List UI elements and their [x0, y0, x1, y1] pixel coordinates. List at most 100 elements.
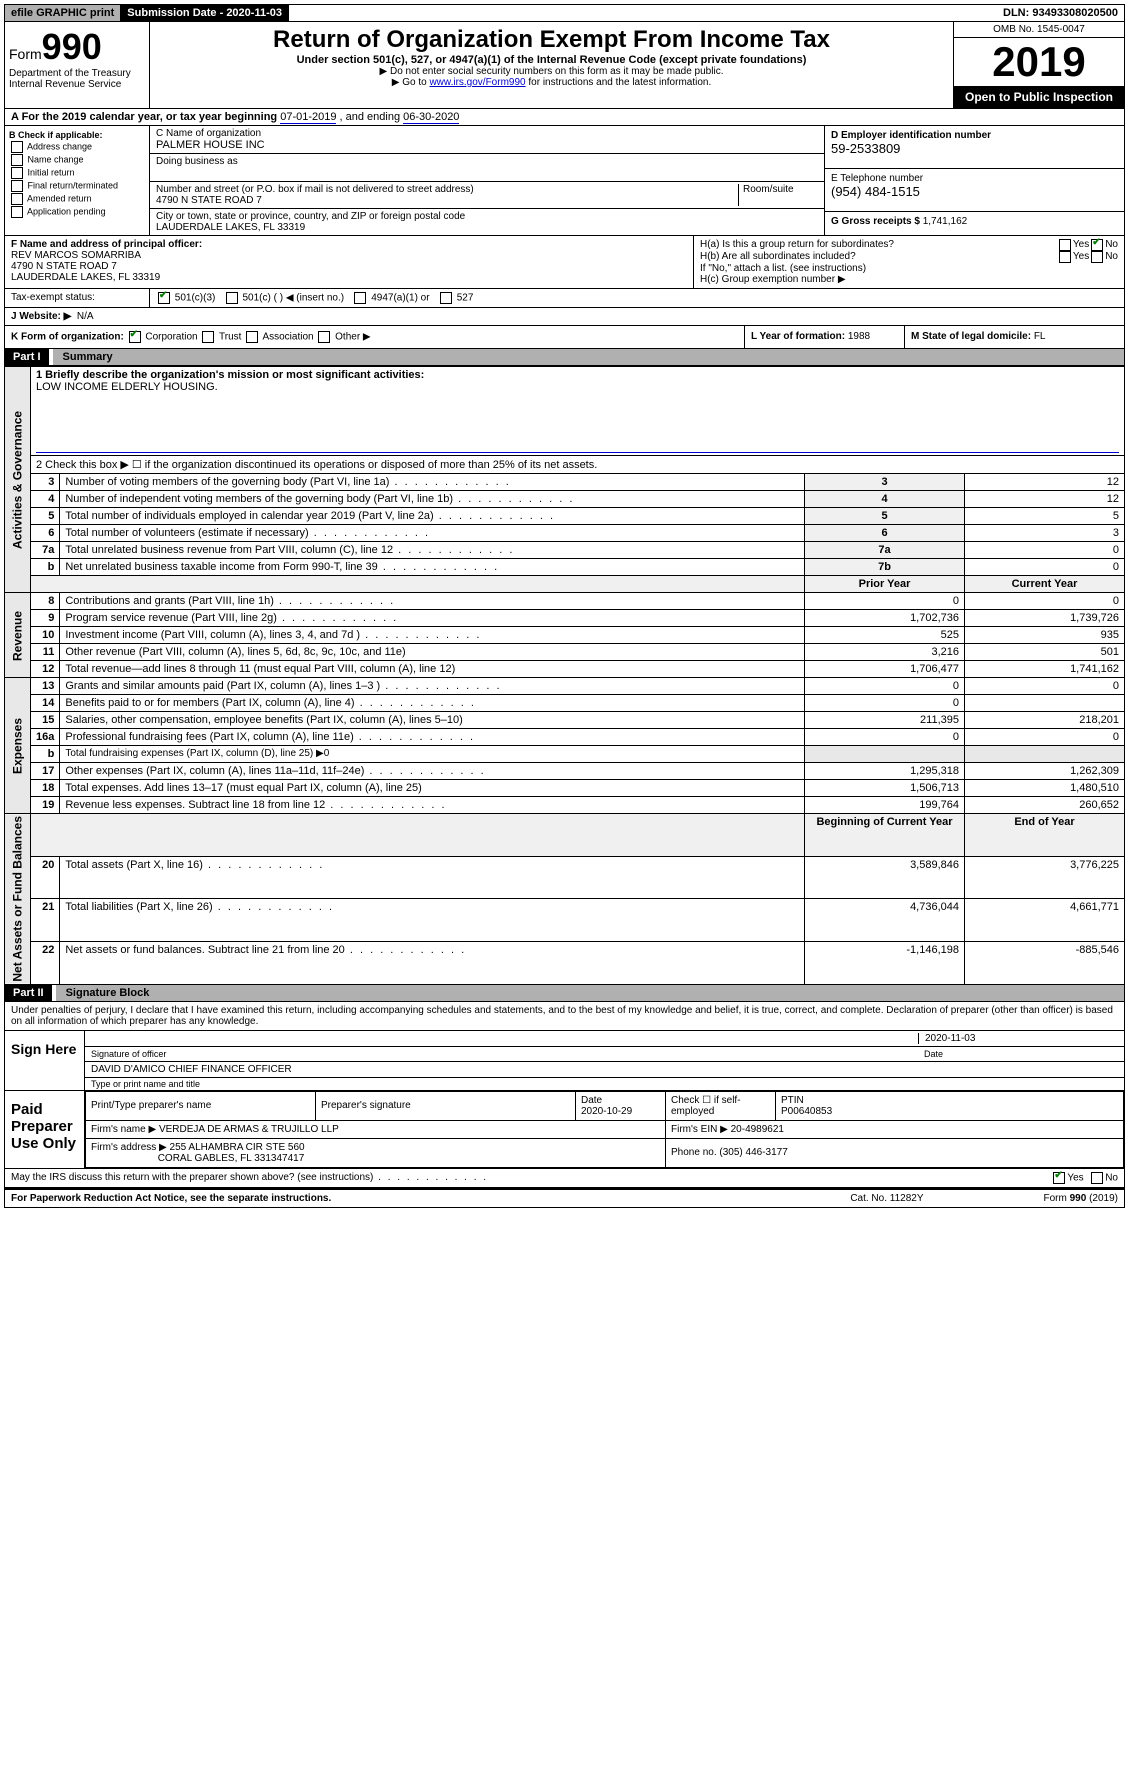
sign-here-label: Sign Here — [5, 1031, 85, 1090]
ha-yes[interactable] — [1059, 239, 1071, 251]
chk-501c[interactable] — [226, 292, 238, 304]
prep-date: 2020-10-29 — [581, 1106, 632, 1117]
addr-label: Number and street (or P.O. box if mail i… — [156, 184, 474, 195]
col-b-header: B Check if applicable: — [9, 130, 103, 140]
dept-label: Department of the Treasury Internal Reve… — [9, 68, 145, 90]
sig-officer-label: Signature of officer — [91, 1049, 918, 1059]
phone-label: E Telephone number — [831, 173, 923, 184]
date-label: Date — [918, 1049, 1118, 1059]
row-h-group: H(a) Is this a group return for subordin… — [694, 236, 1124, 288]
footer-catno: Cat. No. 11282Y — [850, 1193, 923, 1204]
end-year-header: End of Year — [965, 814, 1125, 857]
gross-value: 1,741,162 — [923, 216, 968, 227]
officer-name-title: DAVID D'AMICO CHIEF FINANCE OFFICER — [85, 1062, 1124, 1078]
row-a-period: A For the 2019 calendar year, or tax yea… — [4, 109, 1125, 126]
current-year-header: Current Year — [965, 576, 1125, 593]
begin-year-header: Beginning of Current Year — [805, 814, 965, 857]
dba-label: Doing business as — [156, 156, 238, 167]
ha-no[interactable] — [1091, 239, 1103, 251]
line4-value: 12 — [965, 491, 1125, 508]
paid-preparer-label: Paid Preparer Use Only — [5, 1091, 85, 1168]
form-subtitle: Under section 501(c), 527, or 4947(a)(1)… — [154, 54, 949, 66]
chk-assoc[interactable] — [246, 331, 258, 343]
form-prefix: Form — [9, 46, 42, 62]
tax-status-label: Tax-exempt status: — [5, 289, 150, 307]
line2-discontinued: 2 Check this box ▶ ☐ if the organization… — [31, 456, 1125, 474]
chk-other[interactable] — [318, 331, 330, 343]
chk-final-return[interactable]: Final return/terminated — [9, 180, 145, 192]
officer-addr1: 4790 N STATE ROAD 7 — [11, 261, 117, 272]
part1-title: Summary — [53, 349, 1124, 365]
dln-label: DLN: 93493308020500 — [997, 5, 1124, 21]
open-public-badge: Open to Public Inspection — [954, 86, 1124, 108]
line7b-value: 0 — [965, 559, 1125, 576]
chk-app-pending[interactable]: Application pending — [9, 206, 145, 218]
col-b-checkboxes: B Check if applicable: Address change Na… — [5, 126, 150, 235]
form990-link[interactable]: www.irs.gov/Form990 — [429, 77, 525, 88]
perjury-statement: Under penalties of perjury, I declare th… — [5, 1002, 1124, 1030]
top-bar: efile GRAPHIC print Submission Date - 20… — [4, 4, 1125, 22]
line5-value: 5 — [965, 508, 1125, 525]
firm-addr2: CORAL GABLES, FL 331347417 — [158, 1153, 305, 1164]
name-label: C Name of organization — [156, 128, 261, 139]
period-end: 06-30-2020 — [403, 111, 459, 124]
part2-title: Signature Block — [56, 985, 1124, 1001]
firm-addr1: 255 ALHAMBRA CIR STE 560 — [170, 1142, 305, 1153]
row-k-form-org: K Form of organization: Corporation Trus… — [5, 326, 744, 348]
efile-button[interactable]: efile GRAPHIC print — [5, 5, 121, 21]
chk-527[interactable] — [440, 292, 452, 304]
ein-value: 59-2533809 — [831, 141, 1118, 164]
org-name: PALMER HOUSE INC — [156, 139, 265, 151]
officer-addr2: LAUDERDALE LAKES, FL 33319 — [11, 272, 160, 283]
firm-phone: (305) 446-3177 — [719, 1147, 787, 1158]
omb-number: OMB No. 1545-0047 — [954, 22, 1124, 38]
summary-table: Activities & Governance 1 Briefly descri… — [4, 366, 1125, 985]
part1-badge: Part I — [5, 349, 49, 365]
discuss-no[interactable] — [1091, 1172, 1103, 1184]
footer-paperwork: For Paperwork Reduction Act Notice, see … — [11, 1193, 331, 1204]
instr-ssn: ▶ Do not enter social security numbers o… — [154, 66, 949, 77]
org-city: LAUDERDALE LAKES, FL 33319 — [156, 222, 305, 233]
form-title: Return of Organization Exempt From Incom… — [154, 26, 949, 54]
website-value: N/A — [77, 311, 94, 322]
discuss-yes[interactable] — [1053, 1172, 1065, 1184]
room-label: Room/suite — [738, 184, 818, 206]
instr-link: ▶ Go to www.irs.gov/Form990 for instruct… — [154, 77, 949, 88]
hb-no[interactable] — [1091, 251, 1103, 263]
row-j-website: J Website: ▶ N/A — [4, 308, 1125, 326]
city-label: City or town, state or province, country… — [156, 211, 465, 222]
row-l-year: L Year of formation: 1988 — [744, 326, 904, 348]
firm-name: VERDEJA DE ARMAS & TRUJILLO LLP — [159, 1124, 339, 1135]
period-begin: 07-01-2019 — [280, 111, 336, 124]
ein-label: D Employer identification number — [831, 130, 991, 141]
form-number: 990 — [42, 26, 102, 67]
sign-date: 2020-11-03 — [918, 1033, 1118, 1044]
chk-amended[interactable]: Amended return — [9, 193, 145, 205]
name-title-label: Type or print name and title — [85, 1078, 1124, 1090]
side-revenue: Revenue — [5, 593, 31, 678]
part2-badge: Part II — [5, 985, 52, 1001]
hb-yes[interactable] — [1059, 251, 1071, 263]
ptin-value: P00640853 — [781, 1106, 832, 1117]
chk-trust[interactable] — [202, 331, 214, 343]
firm-ein: 20-4989621 — [731, 1124, 784, 1135]
line3-value: 12 — [965, 474, 1125, 491]
line7a-value: 0 — [965, 542, 1125, 559]
form-header: Form990 Department of the Treasury Inter… — [4, 22, 1125, 109]
chk-4947[interactable] — [354, 292, 366, 304]
prior-year-header: Prior Year — [805, 576, 965, 593]
side-activities-governance: Activities & Governance — [5, 367, 31, 593]
phone-value: (954) 484-1515 — [831, 184, 1118, 207]
side-net-assets: Net Assets or Fund Balances — [5, 814, 31, 985]
chk-corp[interactable] — [129, 331, 141, 343]
discuss-row: May the IRS discuss this return with the… — [4, 1169, 1125, 1188]
chk-name-change[interactable]: Name change — [9, 154, 145, 166]
submission-date-button[interactable]: Submission Date - 2020-11-03 — [121, 5, 289, 21]
line6-value: 3 — [965, 525, 1125, 542]
org-address: 4790 N STATE ROAD 7 — [156, 195, 262, 206]
chk-501c3[interactable] — [158, 292, 170, 304]
chk-address-change[interactable]: Address change — [9, 141, 145, 153]
row-m-state: M State of legal domicile: FL — [904, 326, 1124, 348]
chk-initial-return[interactable]: Initial return — [9, 167, 145, 179]
footer-form: Form 990 (2019) — [1044, 1193, 1118, 1204]
